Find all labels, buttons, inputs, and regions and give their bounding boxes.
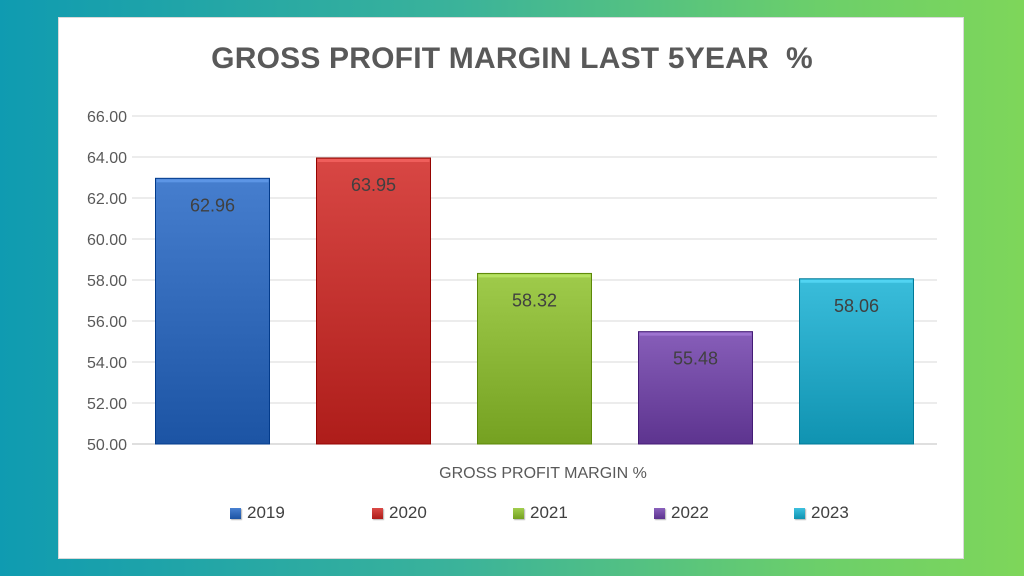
- legend-item-2023: 2023: [794, 503, 849, 523]
- bar-2022: [638, 331, 753, 445]
- legend-swatch: [513, 507, 524, 519]
- legend-item-2019: 2019: [230, 503, 285, 523]
- chart-title: GROSS PROFIT MARGIN LAST 5YEAR %: [211, 42, 813, 75]
- bar-highlight: [478, 274, 591, 278]
- legend-item-2022: 2022: [654, 503, 709, 523]
- legend-item-2020: 2020: [372, 503, 427, 523]
- data-labels: 62.96 63.95 58.32 55.48 58.06: [190, 175, 879, 369]
- bar-highlight: [800, 279, 913, 283]
- bar-2019: [155, 177, 270, 445]
- y-tick-label: 52.00: [87, 396, 127, 413]
- bar-highlight: [317, 159, 430, 163]
- legend-swatch: [372, 507, 383, 519]
- y-tick-label: 58.00: [87, 273, 127, 290]
- bar-highlight: [156, 179, 269, 183]
- legend-label: 2019: [247, 503, 285, 522]
- legend: 2019 2020 2021 2022 2023: [0, 503, 1024, 527]
- legend-swatch: [654, 507, 665, 519]
- y-tick-label: 60.00: [87, 232, 127, 249]
- legend-item-2021: 2021: [513, 503, 568, 523]
- bar-2021: [477, 272, 592, 445]
- legend-label: 2021: [530, 503, 568, 522]
- y-axis-ticks: 50.00 52.00 54.00 56.00 58.00 60.00 62.00 64.00…: [87, 109, 127, 454]
- legend-label: 2020: [389, 503, 427, 522]
- data-label-2023: 58.06: [834, 296, 879, 316]
- y-tick-label: 64.00: [87, 150, 127, 167]
- legend-label: 2023: [811, 503, 849, 522]
- y-tick-label: 66.00: [87, 109, 127, 126]
- y-tick-label: 56.00: [87, 314, 127, 331]
- bars: [155, 157, 914, 445]
- data-label-2022: 55.48: [673, 349, 718, 369]
- y-tick-label: 54.00: [87, 355, 127, 372]
- y-tick-label: 62.00: [87, 191, 127, 208]
- data-label-2019: 62.96: [190, 195, 235, 215]
- legend-swatch: [794, 507, 805, 519]
- legend-swatch: [230, 507, 241, 519]
- bar-2023: [799, 278, 914, 445]
- bar-2020: [316, 157, 431, 445]
- x-axis-title: GROSS PROFIT MARGIN %: [439, 465, 647, 482]
- data-label-2021: 58.32: [512, 290, 557, 310]
- y-tick-label: 50.00: [87, 437, 127, 454]
- legend-label: 2022: [671, 503, 709, 522]
- data-label-2020: 63.95: [351, 175, 396, 195]
- bar-highlight: [639, 332, 752, 336]
